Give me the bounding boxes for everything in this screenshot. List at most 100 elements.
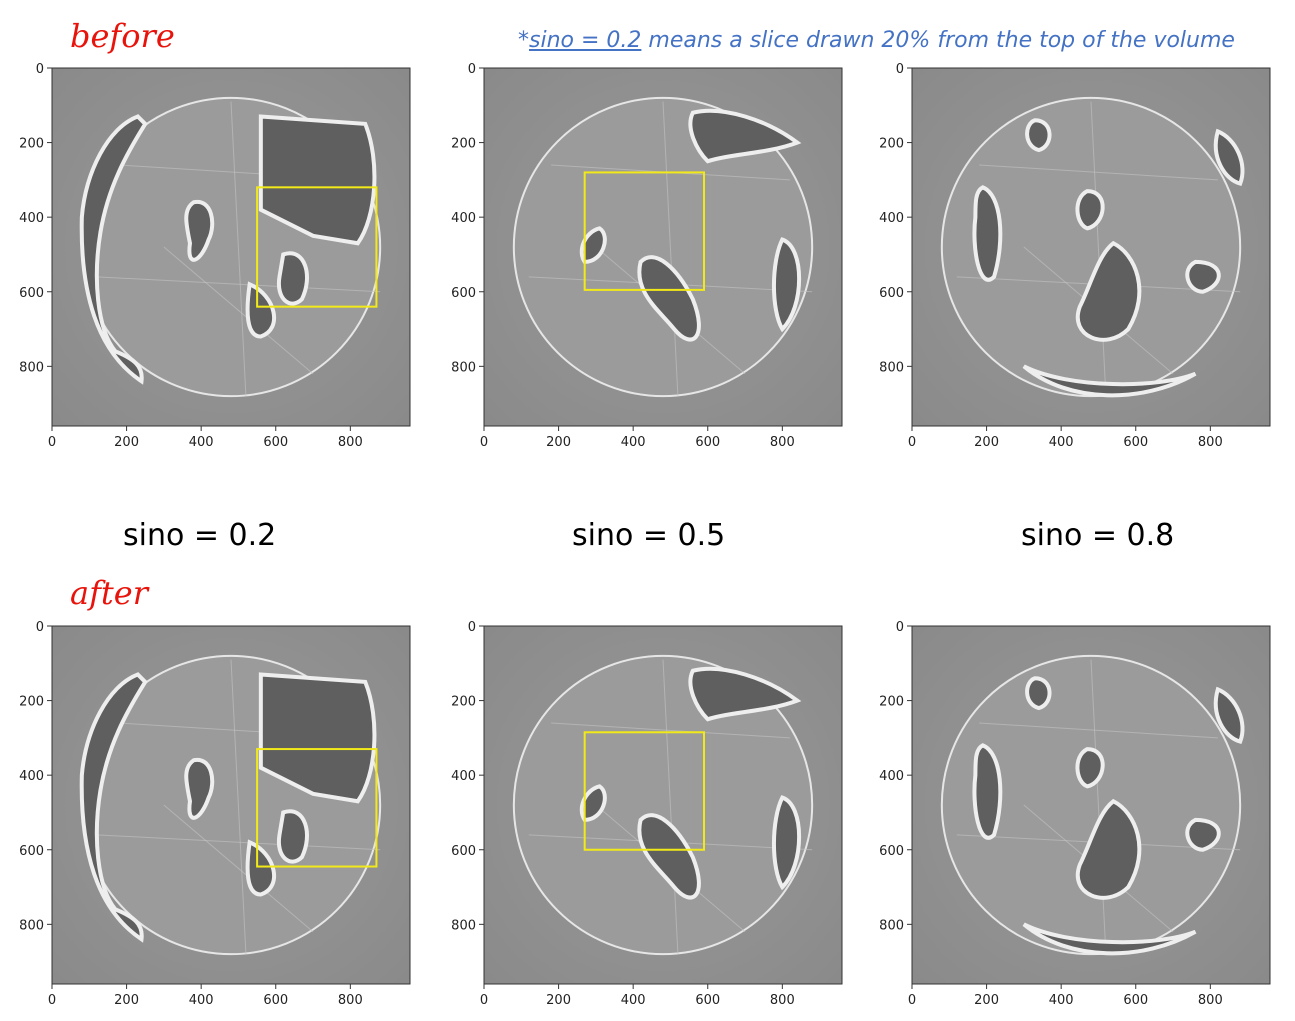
x-tick-label: 600 <box>263 435 288 450</box>
x-tick-label: 200 <box>546 993 571 1008</box>
pore <box>279 253 307 303</box>
pore-group <box>974 678 1242 953</box>
grain-boundary <box>662 659 679 955</box>
grain-boundary <box>230 659 247 955</box>
pore <box>1216 689 1243 741</box>
slice-panel-after-0.8: 0 200 400 600 800 0 200 400 600 800 <box>879 620 1271 1008</box>
pore <box>1024 924 1196 953</box>
pore <box>248 284 275 336</box>
grain-boundary <box>551 722 790 739</box>
y-tick-label: 800 <box>451 360 476 375</box>
x-tick-label: 0 <box>480 993 488 1008</box>
grain-boundary <box>1090 101 1107 397</box>
y-tick-label: 800 <box>879 360 904 375</box>
x-tick-label: 600 <box>1123 435 1148 450</box>
x-tick-label: 600 <box>695 993 720 1008</box>
grain-boundary <box>163 804 314 933</box>
x-tick-label: 200 <box>974 435 999 450</box>
grain-boundary <box>979 722 1218 739</box>
y-tick-label: 600 <box>879 844 904 859</box>
after-label: after <box>70 574 149 612</box>
x-tick-label: 800 <box>1198 435 1223 450</box>
y-tick-label: 200 <box>451 695 476 710</box>
grain-boundary <box>163 246 314 375</box>
slice-panel-before-0.8: 0 200 400 600 800 0 200 400 600 800 <box>879 62 1271 450</box>
y-tick-label: 0 <box>896 620 904 635</box>
x-tick-label: 0 <box>480 435 488 450</box>
grain-boundary <box>979 164 1218 181</box>
pore <box>186 760 212 818</box>
pore <box>1027 120 1049 150</box>
y-tick-label: 0 <box>36 620 44 635</box>
note-star: * <box>518 28 529 53</box>
pore <box>1024 366 1196 395</box>
x-tick-label: 0 <box>48 993 56 1008</box>
pore-group <box>82 116 375 381</box>
y-tick-label: 400 <box>451 769 476 784</box>
y-tick-label: 0 <box>896 62 904 77</box>
sample-disc <box>940 96 1242 398</box>
sample-disc <box>512 654 814 956</box>
pore <box>261 674 375 801</box>
pore <box>1077 191 1102 228</box>
x-tick-label: 200 <box>974 993 999 1008</box>
x-tick-label: 0 <box>908 435 916 450</box>
axes-frame <box>911 625 1271 985</box>
pore <box>1078 801 1140 898</box>
y-tick-label: 400 <box>879 211 904 226</box>
pore <box>690 111 797 161</box>
x-tick-label: 800 <box>338 993 363 1008</box>
y-tick-label: 200 <box>19 695 44 710</box>
pore <box>774 240 799 329</box>
pore <box>82 116 146 381</box>
pore <box>639 815 699 897</box>
x-tick-label: 0 <box>48 435 56 450</box>
pore <box>974 745 1000 837</box>
x-tick-label: 0 <box>908 993 916 1008</box>
x-tick-label: 400 <box>189 435 214 450</box>
y-tick-label: 600 <box>879 286 904 301</box>
roi-box <box>583 171 706 291</box>
y-tick-label: 600 <box>19 286 44 301</box>
pore <box>248 842 275 894</box>
x-tick-label: 800 <box>770 435 795 450</box>
y-tick-label: 400 <box>879 769 904 784</box>
pore <box>1216 131 1243 183</box>
y-tick-label: 200 <box>879 695 904 710</box>
slice-panel-after-0.5: 0 200 400 600 800 0 200 400 600 800 <box>451 620 843 1008</box>
y-tick-label: 600 <box>451 844 476 859</box>
x-tick-label: 400 <box>621 993 646 1008</box>
note-underlined: sino = 0.2 <box>529 28 642 53</box>
caption-sino-0.5: sino = 0.5 <box>572 518 726 553</box>
pore-group <box>582 111 799 340</box>
y-tick-label: 600 <box>451 286 476 301</box>
axes-frame <box>51 67 411 427</box>
sino-note: *sino = 0.2 means a slice drawn 20% from… <box>518 28 1235 53</box>
pore-group <box>974 120 1242 395</box>
x-tick-label: 600 <box>263 993 288 1008</box>
x-tick-label: 200 <box>114 435 139 450</box>
x-tick-label: 200 <box>546 435 571 450</box>
pore <box>774 798 799 888</box>
x-tick-label: 800 <box>770 993 795 1008</box>
y-tick-label: 200 <box>879 137 904 152</box>
axes-frame <box>483 67 843 427</box>
y-tick-label: 200 <box>451 137 476 152</box>
sample-disc <box>940 654 1242 956</box>
y-tick-label: 800 <box>451 918 476 933</box>
y-tick-label: 800 <box>19 918 44 933</box>
y-tick-label: 800 <box>879 918 904 933</box>
grain-boundary <box>96 276 381 293</box>
axes-frame <box>483 625 843 985</box>
x-tick-label: 800 <box>338 435 363 450</box>
caption-sino-0.2: sino = 0.2 <box>123 518 277 553</box>
grain-boundary <box>96 834 381 851</box>
pore <box>1187 262 1219 292</box>
before-label: before <box>70 17 175 55</box>
pore <box>690 669 797 719</box>
x-tick-label: 400 <box>1049 435 1074 450</box>
pore <box>974 187 1000 279</box>
y-tick-label: 400 <box>451 211 476 226</box>
y-tick-label: 0 <box>36 62 44 77</box>
